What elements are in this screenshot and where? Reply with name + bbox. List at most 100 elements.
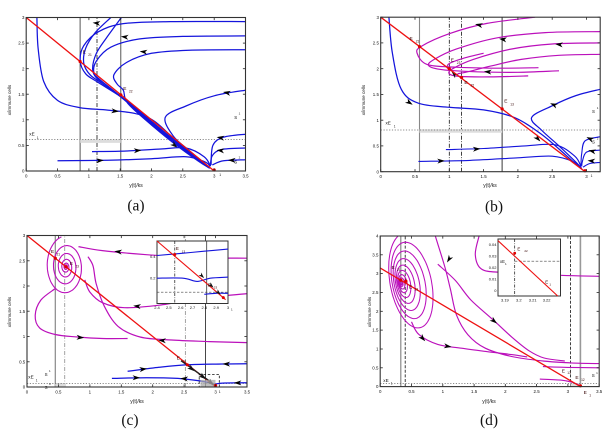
svg-text:1.5: 1.5 <box>471 389 478 394</box>
svg-text:2.5: 2.5 <box>373 41 380 46</box>
svg-text:21: 21 <box>88 53 92 57</box>
svg-text:1: 1 <box>22 117 25 122</box>
svg-text:1: 1 <box>448 174 451 179</box>
svg-text:2: 2 <box>239 156 241 160</box>
svg-text:E: E <box>70 261 73 267</box>
svg-text:2.4: 2.4 <box>154 305 160 310</box>
svg-text:1: 1 <box>376 118 379 123</box>
svg-text:12: 12 <box>581 378 585 382</box>
svg-text:3.21: 3.21 <box>529 298 538 303</box>
svg-text:1: 1 <box>442 389 445 394</box>
svg-text:E: E <box>575 375 578 381</box>
svg-text:S: S <box>234 159 237 164</box>
svg-text:2.5: 2.5 <box>549 174 556 179</box>
svg-text:1.5: 1.5 <box>481 174 488 179</box>
svg-text:E: E <box>83 49 86 55</box>
svg-text:13: 13 <box>182 249 186 253</box>
svg-text:E: E <box>517 246 520 251</box>
svg-text:2: 2 <box>597 136 599 140</box>
svg-text:1.5: 1.5 <box>18 92 25 97</box>
svg-text:1.5: 1.5 <box>117 174 124 179</box>
svg-text:(a): (a) <box>127 198 144 215</box>
svg-text:3: 3 <box>567 389 570 394</box>
svg-text:2.5: 2.5 <box>534 389 541 394</box>
svg-text:2.5: 2.5 <box>18 41 25 46</box>
svg-text:1: 1 <box>36 378 38 382</box>
svg-text:1: 1 <box>549 283 551 287</box>
svg-text:0.5: 0.5 <box>408 389 415 394</box>
svg-text:3.5: 3.5 <box>244 390 251 395</box>
svg-text:E: E <box>51 249 54 255</box>
svg-text:23: 23 <box>415 288 419 292</box>
svg-text:S: S <box>592 109 595 114</box>
svg-text:0: 0 <box>376 169 379 174</box>
svg-text:y(t)/ks: y(t)/ks <box>482 399 496 405</box>
svg-text:0.5: 0.5 <box>19 359 26 364</box>
svg-text:x/immune cells: x/immune cells <box>367 296 372 327</box>
svg-text:3: 3 <box>585 174 588 179</box>
svg-text:3: 3 <box>227 305 230 310</box>
svg-text:2: 2 <box>22 66 25 71</box>
svg-text:3.5: 3.5 <box>372 252 379 257</box>
svg-text:E: E <box>123 86 126 92</box>
svg-text:22: 22 <box>471 84 475 88</box>
svg-text:0.5: 0.5 <box>373 144 380 149</box>
svg-text:xE: xE <box>386 120 391 125</box>
svg-text:0.5: 0.5 <box>18 143 25 148</box>
svg-text:2.5: 2.5 <box>372 290 379 295</box>
svg-text:E: E <box>392 265 395 271</box>
svg-text:0: 0 <box>25 174 28 179</box>
svg-text:23: 23 <box>214 285 218 289</box>
svg-text:E: E <box>464 80 467 86</box>
svg-text:x/immune cells: x/immune cells <box>7 296 12 327</box>
svg-text:(b): (b) <box>485 199 503 216</box>
svg-text:2: 2 <box>504 389 507 394</box>
svg-text:1: 1 <box>219 173 221 177</box>
svg-text:0.02: 0.02 <box>489 265 498 270</box>
svg-text:x/immune cells: x/immune cells <box>361 84 366 115</box>
svg-text:0: 0 <box>376 384 379 389</box>
svg-text:xE: xE <box>500 259 505 264</box>
svg-text:2: 2 <box>517 174 520 179</box>
svg-text:0: 0 <box>379 174 382 179</box>
svg-text:y(t)/ks: y(t)/ks <box>130 399 144 405</box>
svg-text:2: 2 <box>376 309 379 314</box>
svg-text:0: 0 <box>22 169 25 174</box>
svg-text:23: 23 <box>457 61 461 65</box>
svg-text:y(t)/ks: y(t)/ks <box>129 183 143 189</box>
svg-text:1: 1 <box>88 174 91 179</box>
svg-text:22: 22 <box>524 249 528 253</box>
svg-text:E: E <box>208 282 211 287</box>
svg-text:3: 3 <box>22 15 25 20</box>
svg-text:2.9: 2.9 <box>213 305 219 310</box>
svg-text:0.04: 0.04 <box>489 242 498 247</box>
svg-text:2: 2 <box>376 66 379 71</box>
svg-text:1.5: 1.5 <box>373 92 380 97</box>
svg-text:0.03: 0.03 <box>489 254 498 259</box>
svg-text:0.5: 0.5 <box>54 174 61 179</box>
svg-text:0.5: 0.5 <box>372 365 379 370</box>
svg-text:1: 1 <box>597 106 599 110</box>
svg-text:2.5: 2.5 <box>19 258 26 263</box>
svg-text:2: 2 <box>150 174 153 179</box>
svg-text:y(t)/ks: y(t)/ks <box>483 183 497 189</box>
svg-text:22: 22 <box>129 90 133 94</box>
svg-text:1: 1 <box>37 136 39 140</box>
svg-text:0.5: 0.5 <box>55 390 62 395</box>
svg-text:0: 0 <box>494 288 497 293</box>
svg-text:0.4: 0.4 <box>150 254 156 259</box>
svg-text:2.5: 2.5 <box>181 390 188 395</box>
svg-text:1: 1 <box>596 371 598 375</box>
svg-text:E: E <box>451 58 454 64</box>
svg-text:2.7: 2.7 <box>190 305 196 310</box>
svg-text:13: 13 <box>510 102 514 106</box>
svg-text:x/immune cells: x/immune cells <box>7 84 12 115</box>
svg-text:E: E <box>177 356 180 362</box>
svg-text:1: 1 <box>219 390 221 394</box>
svg-text:1.5: 1.5 <box>372 328 379 333</box>
svg-text:13: 13 <box>182 359 186 363</box>
svg-text:3: 3 <box>23 233 26 238</box>
svg-text:S: S <box>234 115 237 120</box>
svg-text:1: 1 <box>23 334 26 339</box>
svg-text:21: 21 <box>397 268 401 272</box>
